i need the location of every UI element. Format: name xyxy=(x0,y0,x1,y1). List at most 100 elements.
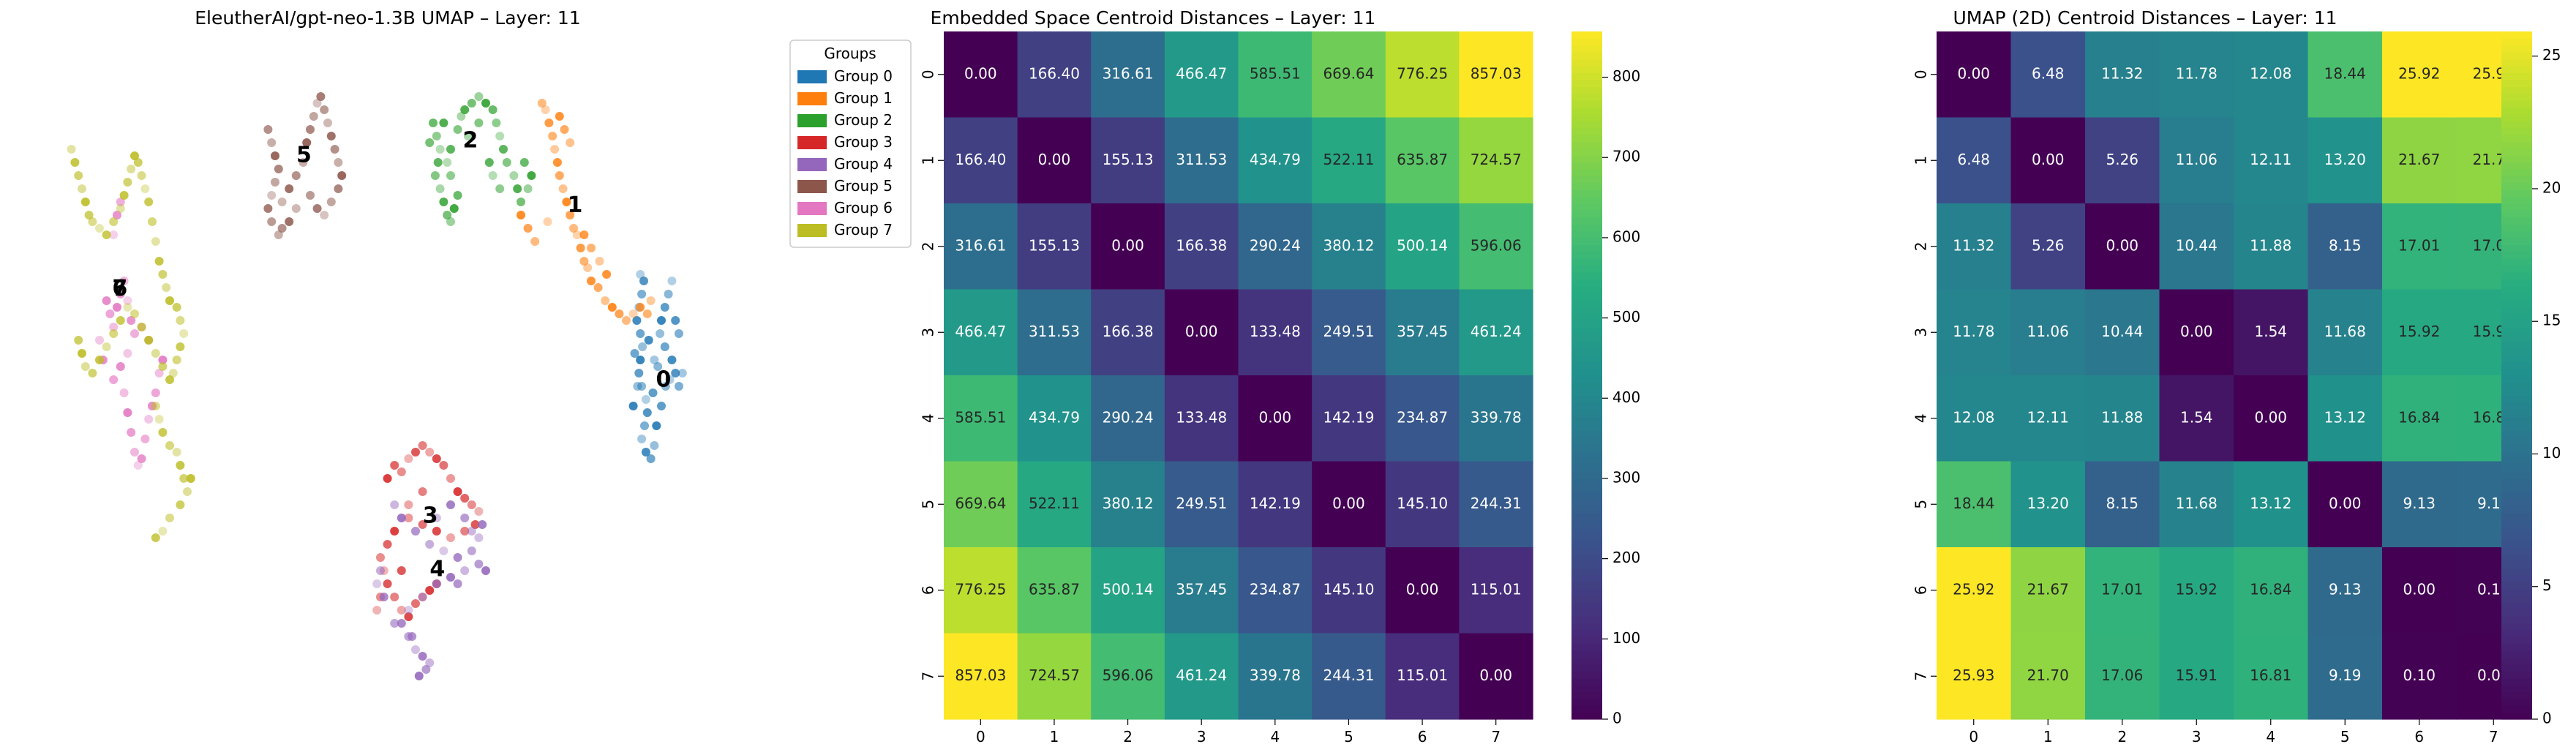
colorbar-segment xyxy=(2501,382,2532,390)
scatter-point xyxy=(179,329,189,338)
heatmap-cell xyxy=(2234,461,2309,548)
heatmap-cell xyxy=(2382,203,2457,290)
colorbar-segment xyxy=(1571,602,1602,610)
heatmap-cell-label: 155.13 xyxy=(1029,236,1080,254)
colorbar-segment xyxy=(1571,657,1602,665)
scatter-point xyxy=(650,356,659,364)
scatter-point xyxy=(638,342,647,351)
colorbar-segment xyxy=(1571,354,1602,362)
x-tick-label: 3 xyxy=(1197,728,1206,745)
heatmap-cell-label: 6.48 xyxy=(1957,151,1990,168)
scatter-point xyxy=(488,105,497,114)
scatter-point xyxy=(130,309,139,318)
scatter-point xyxy=(119,277,129,285)
heatmap-cell xyxy=(1238,31,1313,119)
colorbar-segment xyxy=(2501,533,2532,541)
scatter-point xyxy=(334,158,343,167)
scatter-point xyxy=(481,99,490,108)
colorbar-segment xyxy=(2501,685,2532,692)
scatter-point xyxy=(172,303,181,312)
scatter-point xyxy=(453,487,462,496)
series-group-4 xyxy=(372,500,490,680)
heatmap-cell xyxy=(2382,289,2457,376)
heatmap-cell-label: 244.31 xyxy=(1471,495,1522,512)
heatmap-cell-label: 724.57 xyxy=(1029,666,1080,684)
colorbar-segment xyxy=(1571,251,1602,259)
heatmap-cell xyxy=(2382,31,2457,119)
scatter-point xyxy=(439,546,448,555)
heatmap-cell-label: 155.13 xyxy=(1103,151,1154,168)
colorbar-segment xyxy=(2501,100,2532,108)
scatter-point xyxy=(127,428,136,437)
scatter-point xyxy=(127,165,136,173)
scatter-point xyxy=(552,158,562,167)
heatmap-cell xyxy=(1238,547,1313,634)
heatmap-cell xyxy=(2010,203,2086,290)
scatter-point xyxy=(633,382,642,391)
heatmap-cell xyxy=(1937,289,2012,376)
legend-entry-5: Group 5 xyxy=(834,177,893,195)
colorbar-tick-label: 0 xyxy=(1612,710,1622,727)
scatter-point xyxy=(183,487,192,496)
scatter-point xyxy=(70,158,80,167)
colorbar-segment xyxy=(1571,519,1602,527)
heatmap-cell-label: 9.19 xyxy=(2329,666,2362,684)
colorbar-segment xyxy=(2501,416,2532,424)
colorbar-segment xyxy=(1571,705,1602,713)
scatter-point xyxy=(397,467,406,476)
scatter-point xyxy=(383,474,392,483)
heatmap-cell-label: 11.78 xyxy=(2176,64,2218,82)
heatmap-cell-label: 11.32 xyxy=(2101,64,2143,82)
colorbar-tick-label: 0 xyxy=(2542,710,2552,727)
colorbar-segment xyxy=(2501,224,2532,232)
scatter-point xyxy=(274,230,283,239)
colorbar-segment xyxy=(1571,334,1602,342)
colorbar-segment xyxy=(2501,72,2532,80)
heatmap-cell xyxy=(1312,633,1386,720)
heatmap-cell-label: 5.26 xyxy=(2106,151,2138,168)
colorbar-segment xyxy=(2501,79,2532,87)
colorbar-segment xyxy=(1571,560,1602,568)
scatter-point xyxy=(404,500,413,509)
heatmap-cell-label: 13.20 xyxy=(2027,495,2069,512)
colorbar-segment xyxy=(1571,698,1602,706)
heatmap-cell-label: 380.12 xyxy=(1103,495,1154,512)
scatter-point xyxy=(443,211,452,219)
scatter-point xyxy=(644,336,653,345)
scatter-point xyxy=(667,356,677,364)
heatmap-cell-label: 21.67 xyxy=(2398,151,2440,168)
scatter-point xyxy=(642,408,652,417)
heatmap-cell xyxy=(1091,375,1165,462)
y-tick-label: 7 xyxy=(1912,672,1930,681)
scatter-point xyxy=(446,474,455,483)
embedded-distance-heatmap: Embedded Space Centroid Distances – Laye… xyxy=(920,7,1641,745)
colorbar-segment xyxy=(1571,217,1602,225)
scatter-point xyxy=(425,448,435,457)
colorbar-segment xyxy=(1571,182,1602,190)
scatter-point xyxy=(151,533,160,542)
legend-swatch-6 xyxy=(797,202,827,215)
colorbar-segment xyxy=(2501,657,2532,665)
x-tick-label: 5 xyxy=(2340,728,2350,745)
heatmap-cell-label: 13.12 xyxy=(2324,408,2366,426)
heatmap-cell-label: 11.68 xyxy=(2176,495,2218,512)
scatter-point xyxy=(74,336,83,345)
heatmap-cell xyxy=(944,31,1018,119)
scatter-point xyxy=(513,184,522,193)
scatter-point xyxy=(144,415,154,424)
colorbar-segment xyxy=(1571,327,1602,335)
colorbar-segment xyxy=(1571,382,1602,390)
heatmap-cell-label: 13.20 xyxy=(2324,151,2366,168)
heatmap-cell xyxy=(1017,547,1092,634)
scatter-point xyxy=(291,171,301,180)
colorbar-segment xyxy=(1571,38,1602,46)
scatter-point xyxy=(274,165,283,173)
colorbar-segment xyxy=(2501,471,2532,479)
heatmap-cell-label: 10.44 xyxy=(2101,323,2143,340)
colorbar-segment xyxy=(1571,203,1602,211)
heatmap-cell-label: 166.38 xyxy=(1176,236,1227,254)
colorbar-segment xyxy=(1571,148,1602,156)
colorbar-segment xyxy=(2501,519,2532,527)
heatmap-cell-label: 11.06 xyxy=(2027,323,2069,340)
heatmap-cell-label: 0.00 xyxy=(2329,495,2362,512)
